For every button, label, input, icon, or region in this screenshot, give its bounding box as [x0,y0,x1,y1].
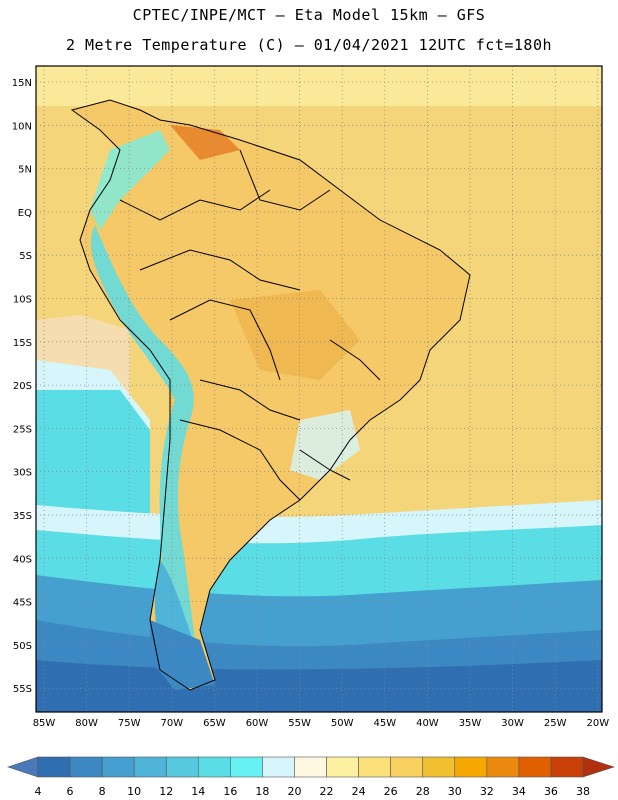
colorbar-swatch [390,756,424,778]
colorbar-label: 38 [576,785,590,798]
colorbar [7,756,615,778]
lat-label: 25S [13,424,32,435]
lat-label: 50S [13,641,32,652]
colorbar-label: 34 [512,785,526,798]
lon-label: 70W [160,718,183,729]
colorbar-swatch [294,756,327,778]
lon-label: 25W [544,718,567,729]
lon-label: 55W [288,718,311,729]
colorbar-label: 6 [67,785,74,798]
colorbar-label: 14 [191,785,205,798]
temperature-field [36,66,602,712]
colorbar-swatch [358,756,391,778]
colorbar-swatch [422,756,456,778]
chart-title-line2: 2 Metre Temperature (C) – 01/04/2021 12U… [65,36,553,54]
lon-label: 35W [459,718,482,729]
colorbar-label: 20 [287,785,301,798]
latitude-labels: 15N 10N 5N EQ 5S 10S 15S 20S 25S 30S 35S 40S 45S 50S 5… [12,78,32,695]
colorbar-label: 26 [384,785,398,798]
colorbar-label: 8 [99,785,106,798]
colorbar-label: 10 [127,785,141,798]
lat-label: 40S [13,554,32,565]
lat-label: 15N [12,78,32,89]
colorbar-label: 12 [159,785,173,798]
colorbar-label: 36 [544,785,558,798]
lat-label: 5N [18,165,32,176]
colorbar-swatch [454,756,488,778]
country-borders [70,99,471,691]
lat-label: 20S [13,381,32,392]
colorbar-swatch [197,756,231,778]
lon-label: 30W [501,718,524,729]
colorbar-label: 30 [448,785,462,798]
lat-label: 5S [19,251,32,262]
plot-frame [35,65,603,713]
lon-label: 50W [331,718,354,729]
lon-label: 65W [203,718,226,729]
colorbar-label: 18 [255,785,269,798]
colorbar-high-arrow [582,756,615,778]
colorbar-swatch [165,756,199,778]
colorbar-swatch [262,756,295,778]
lon-label: 60W [246,718,269,729]
lat-label: 55S [13,684,32,695]
chart-title-line1: CPTEC/INPE/MCT – Eta Model 15km – GFS [132,6,486,24]
lat-label: 10N [12,121,32,132]
colorbar-swatch [101,756,135,778]
colorbar-swatch [37,756,71,778]
longitude-labels: 85W 80W 75W 70W 65W 60W 55W 50W 45W 40W 35W 30W 25W 2… [33,718,610,729]
lat-label: 15S [13,338,32,349]
colorbar-label: 22 [320,785,334,798]
colorbar-low-arrow [7,756,39,778]
colorbar-swatch [326,756,359,778]
colorbar-swatch [550,756,584,778]
lon-label: 45W [373,718,396,729]
lon-label: 20W [586,718,609,729]
lat-label: EQ [18,208,32,219]
lon-label: 85W [33,718,56,729]
lat-label: 10S [13,295,32,306]
colorbar-swatch [69,756,103,778]
lat-label: 30S [13,468,32,479]
lat-label: 35S [13,511,32,522]
colorbar-label: 32 [480,785,494,798]
colorbar-label: 28 [416,785,430,798]
colorbar-label: 16 [223,785,237,798]
lon-label: 80W [75,718,98,729]
colorbar-swatch [230,756,263,778]
colorbar-swatch [486,756,520,778]
colorbar-swatch [518,756,552,778]
lon-label: 75W [118,718,141,729]
lon-label: 40W [416,718,439,729]
lat-label: 45S [13,598,32,609]
colorbar-swatch [133,756,167,778]
colorbar-label: 4 [35,785,42,798]
colorbar-labels: 4 6 8 10 12 14 16 18 20 22 24 26 28 30 32 34 36 38 [35,785,591,798]
colorbar-label: 24 [352,785,366,798]
